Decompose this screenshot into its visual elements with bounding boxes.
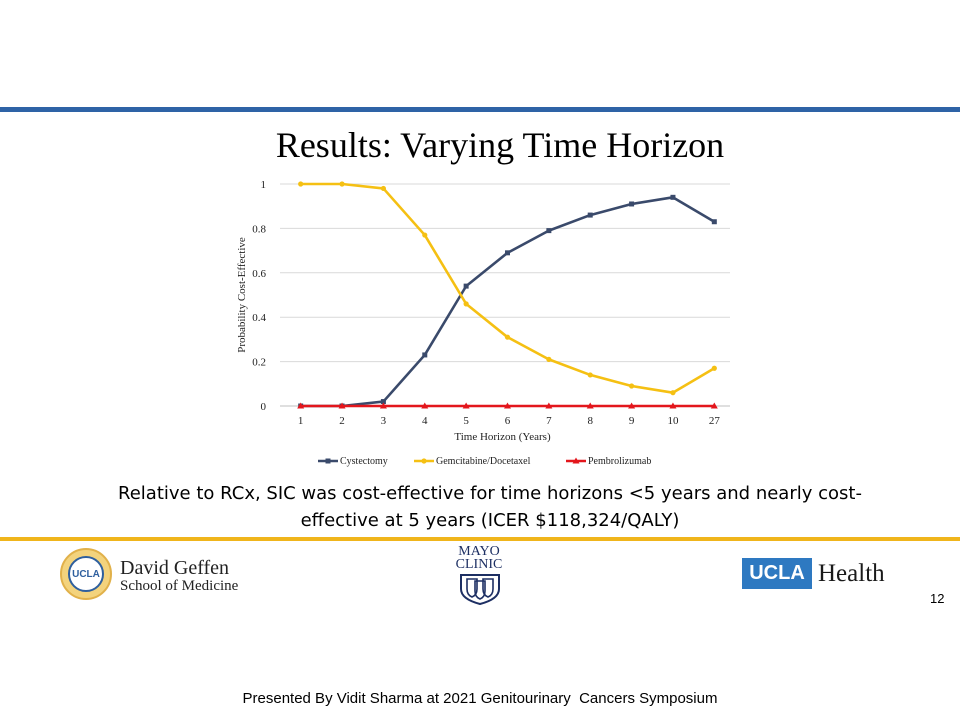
cystectomy-point [587,212,593,218]
gemcitabine-docetaxel-point [463,301,469,307]
gemcitabine-docetaxel-point [298,181,304,187]
mayo-line-1: MAYO [458,544,500,559]
gemcitabine-docetaxel-point [504,334,511,340]
cystectomy-point [670,194,676,200]
y-axis-title: Probability Cost-Effective [236,237,248,353]
pembrolizumab-point [628,402,636,409]
legend-label-pembrolizumab: Pembrolizumab [588,456,651,467]
cystectomy-point [546,228,552,234]
legend-label-gemcitabine-docetaxel: Gemcitabine/Docetaxel [436,456,531,467]
gemcitabine-docetaxel-point [422,232,428,238]
x-tick-label: 7 [546,415,552,427]
mayo-clinic-logo: MAYO CLINIC [446,544,512,572]
ucla-health-logo-box: UCLA [742,558,812,589]
cystectomy-point [505,250,510,256]
y-tick-label: 0 [261,401,267,413]
gemcitabine-docetaxel-point [546,356,552,362]
slide-title: Results: Varying Time Horizon [275,125,725,165]
legend-label-cystectomy: Cystectomy [340,456,388,467]
pembrolizumab-point [421,402,429,409]
cystectomy-point [422,352,428,358]
x-tick-label: 9 [629,415,635,427]
summary-line-1: Relative to RCx, SIC was cost-effective … [118,483,862,504]
mayo-line-2: CLINIC [455,557,503,572]
x-tick-label: 8 [587,415,593,427]
x-tick-label: 6 [505,415,511,427]
cystectomy-point [629,201,635,207]
gemcitabine-docetaxel-point [670,390,676,396]
gemcitabine-docetaxel-point [711,365,717,371]
geffen-subtitle: School of Medicine [120,578,239,594]
pembrolizumab-point [504,402,511,409]
summary-text: Relative to RCx, SIC was cost-effective … [90,480,890,534]
pembrolizumab-point [379,402,387,409]
x-tick-label: 1 [298,415,304,427]
ucla-health-wordmark: Health [818,560,885,587]
x-axis-title: Time Horizon (Years) [454,431,551,443]
footer-credit: Presented By Vidit Sharma at 2021 Genito… [242,690,718,707]
y-tick-label: 0.4 [252,312,266,324]
y-tick-label: 1 [261,179,267,191]
pembrolizumab-point [297,402,305,409]
pembrolizumab-point [586,402,594,409]
summary-line-2: effective at 5 years (ICER $118,324/QALY… [300,510,680,531]
y-tick-label: 0.8 [252,223,266,235]
cystectomy-point [463,283,469,289]
pembrolizumab-point [669,402,677,409]
geffen-name: David Geffen [120,557,230,579]
legend-marker-gemcitabine-docetaxel [421,458,427,464]
x-tick-label: 27 [709,415,721,427]
legend-marker-pembrolizumab [572,457,580,464]
gemcitabine-docetaxel-point [587,372,593,378]
pembrolizumab-point [462,402,470,409]
x-tick-label: 2 [339,415,345,427]
x-tick-label: 10 [667,415,679,427]
cystectomy-point [711,219,717,225]
page-number: 12 [930,591,945,606]
x-tick-label: 4 [422,415,428,427]
pembrolizumab-point [545,402,553,409]
bottom-divider [0,537,960,541]
geffen-seal-logo: UCLA [60,548,112,600]
cystectomy-point [380,399,386,405]
mayo-shields-icon [460,574,500,605]
x-tick-label: 5 [463,415,469,427]
gemcitabine-docetaxel-point [628,383,635,389]
y-tick-label: 0.6 [252,268,266,280]
gemcitabine-docetaxel-point [380,185,387,192]
gemcitabine-docetaxel-point [339,181,345,187]
geffen-seal-text: UCLA [72,568,100,580]
top-divider [0,107,960,112]
pembrolizumab-point [338,402,346,409]
legend-marker-cystectomy [325,458,331,464]
x-tick-label: 3 [381,415,387,427]
line-chart: 0 0.2 0.4 0.6 0.8 1 1 2 3 4 5 6 7 8 9 10 27 Time Horizon … [236,179,730,467]
pembrolizumab-point [710,402,718,409]
y-tick-label: 0.2 [252,357,266,369]
